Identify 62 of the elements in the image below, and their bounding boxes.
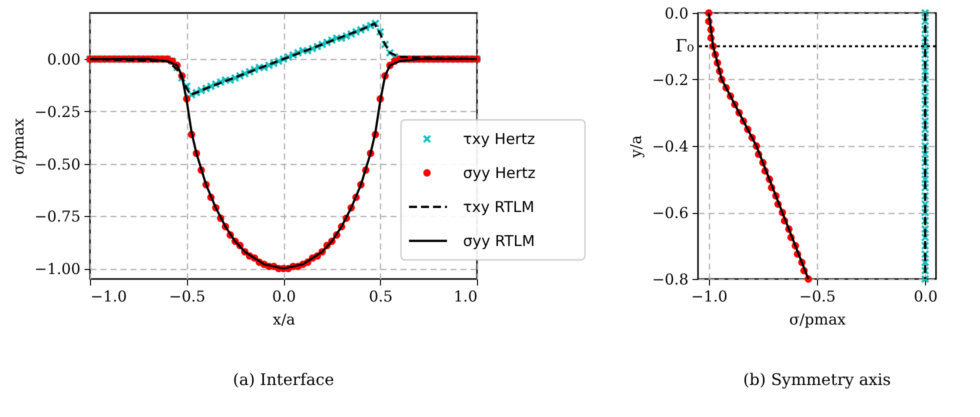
x-tick-label: 0.0 [914,288,938,306]
point [920,142,930,150]
text: (b) Symmetry axis [743,370,891,389]
x-tick-label: −1.0 [90,288,127,306]
y-axis-title: σ/pmax [10,118,28,175]
point [920,75,930,84]
y-tick-label: −0.50 [34,155,80,174]
y-tick-label: −0.8 [652,270,688,288]
x-tick-label: 1.0 [454,288,478,306]
legend-label: τxy Hertz [463,130,536,148]
point [920,58,930,68]
point [920,92,930,100]
point [920,8,930,18]
x-axis-title: σ/pmax [789,310,846,328]
point [920,241,930,250]
point [920,250,930,258]
y-tick-label: −0.25 [34,102,80,121]
point [920,258,930,267]
x-tick-label: 0.0 [272,288,296,306]
point [920,17,930,26]
y-tick-label: −0.4 [652,138,688,156]
point [920,42,930,51]
x-tick-label: −0.5 [799,288,836,306]
y-tick-label: −1.00 [34,260,80,278]
point [920,50,930,59]
point [920,100,930,109]
y-tick-label: −0.75 [34,208,80,226]
ref-line-label: Γ₀ [675,36,694,56]
point [920,66,930,76]
x-axis-title: x/a [272,310,296,328]
point [920,84,930,92]
y-tick-label: 0.0 [664,4,688,22]
y-tick-label: 0.00 [47,50,80,69]
point [920,133,930,142]
point [920,25,930,34]
point [920,274,930,284]
point [920,208,930,217]
text: (a) Interface [232,370,334,389]
legend-label: σyy RTLM [463,232,535,250]
point [920,216,930,226]
point [920,183,930,192]
point [920,174,930,184]
point [920,125,930,134]
point [920,116,930,126]
legend-label: σyy Hertz [463,164,536,182]
point [920,150,930,159]
y-axis-title: y/a [627,135,646,159]
point [920,158,930,167]
point [920,200,930,208]
x-tick-label: 0.5 [368,288,393,306]
point [920,224,930,234]
point [920,192,930,200]
legend-label: τxy RTLM [463,198,534,216]
point [920,34,930,42]
point [920,266,930,275]
x-tick-label: −1.0 [691,288,728,306]
x-tick-label: −0.5 [169,288,206,306]
point [920,166,930,176]
y-tick-label: −0.2 [652,71,688,89]
point [920,108,930,118]
point [920,233,930,242]
y-tick-label: −0.6 [652,204,688,222]
